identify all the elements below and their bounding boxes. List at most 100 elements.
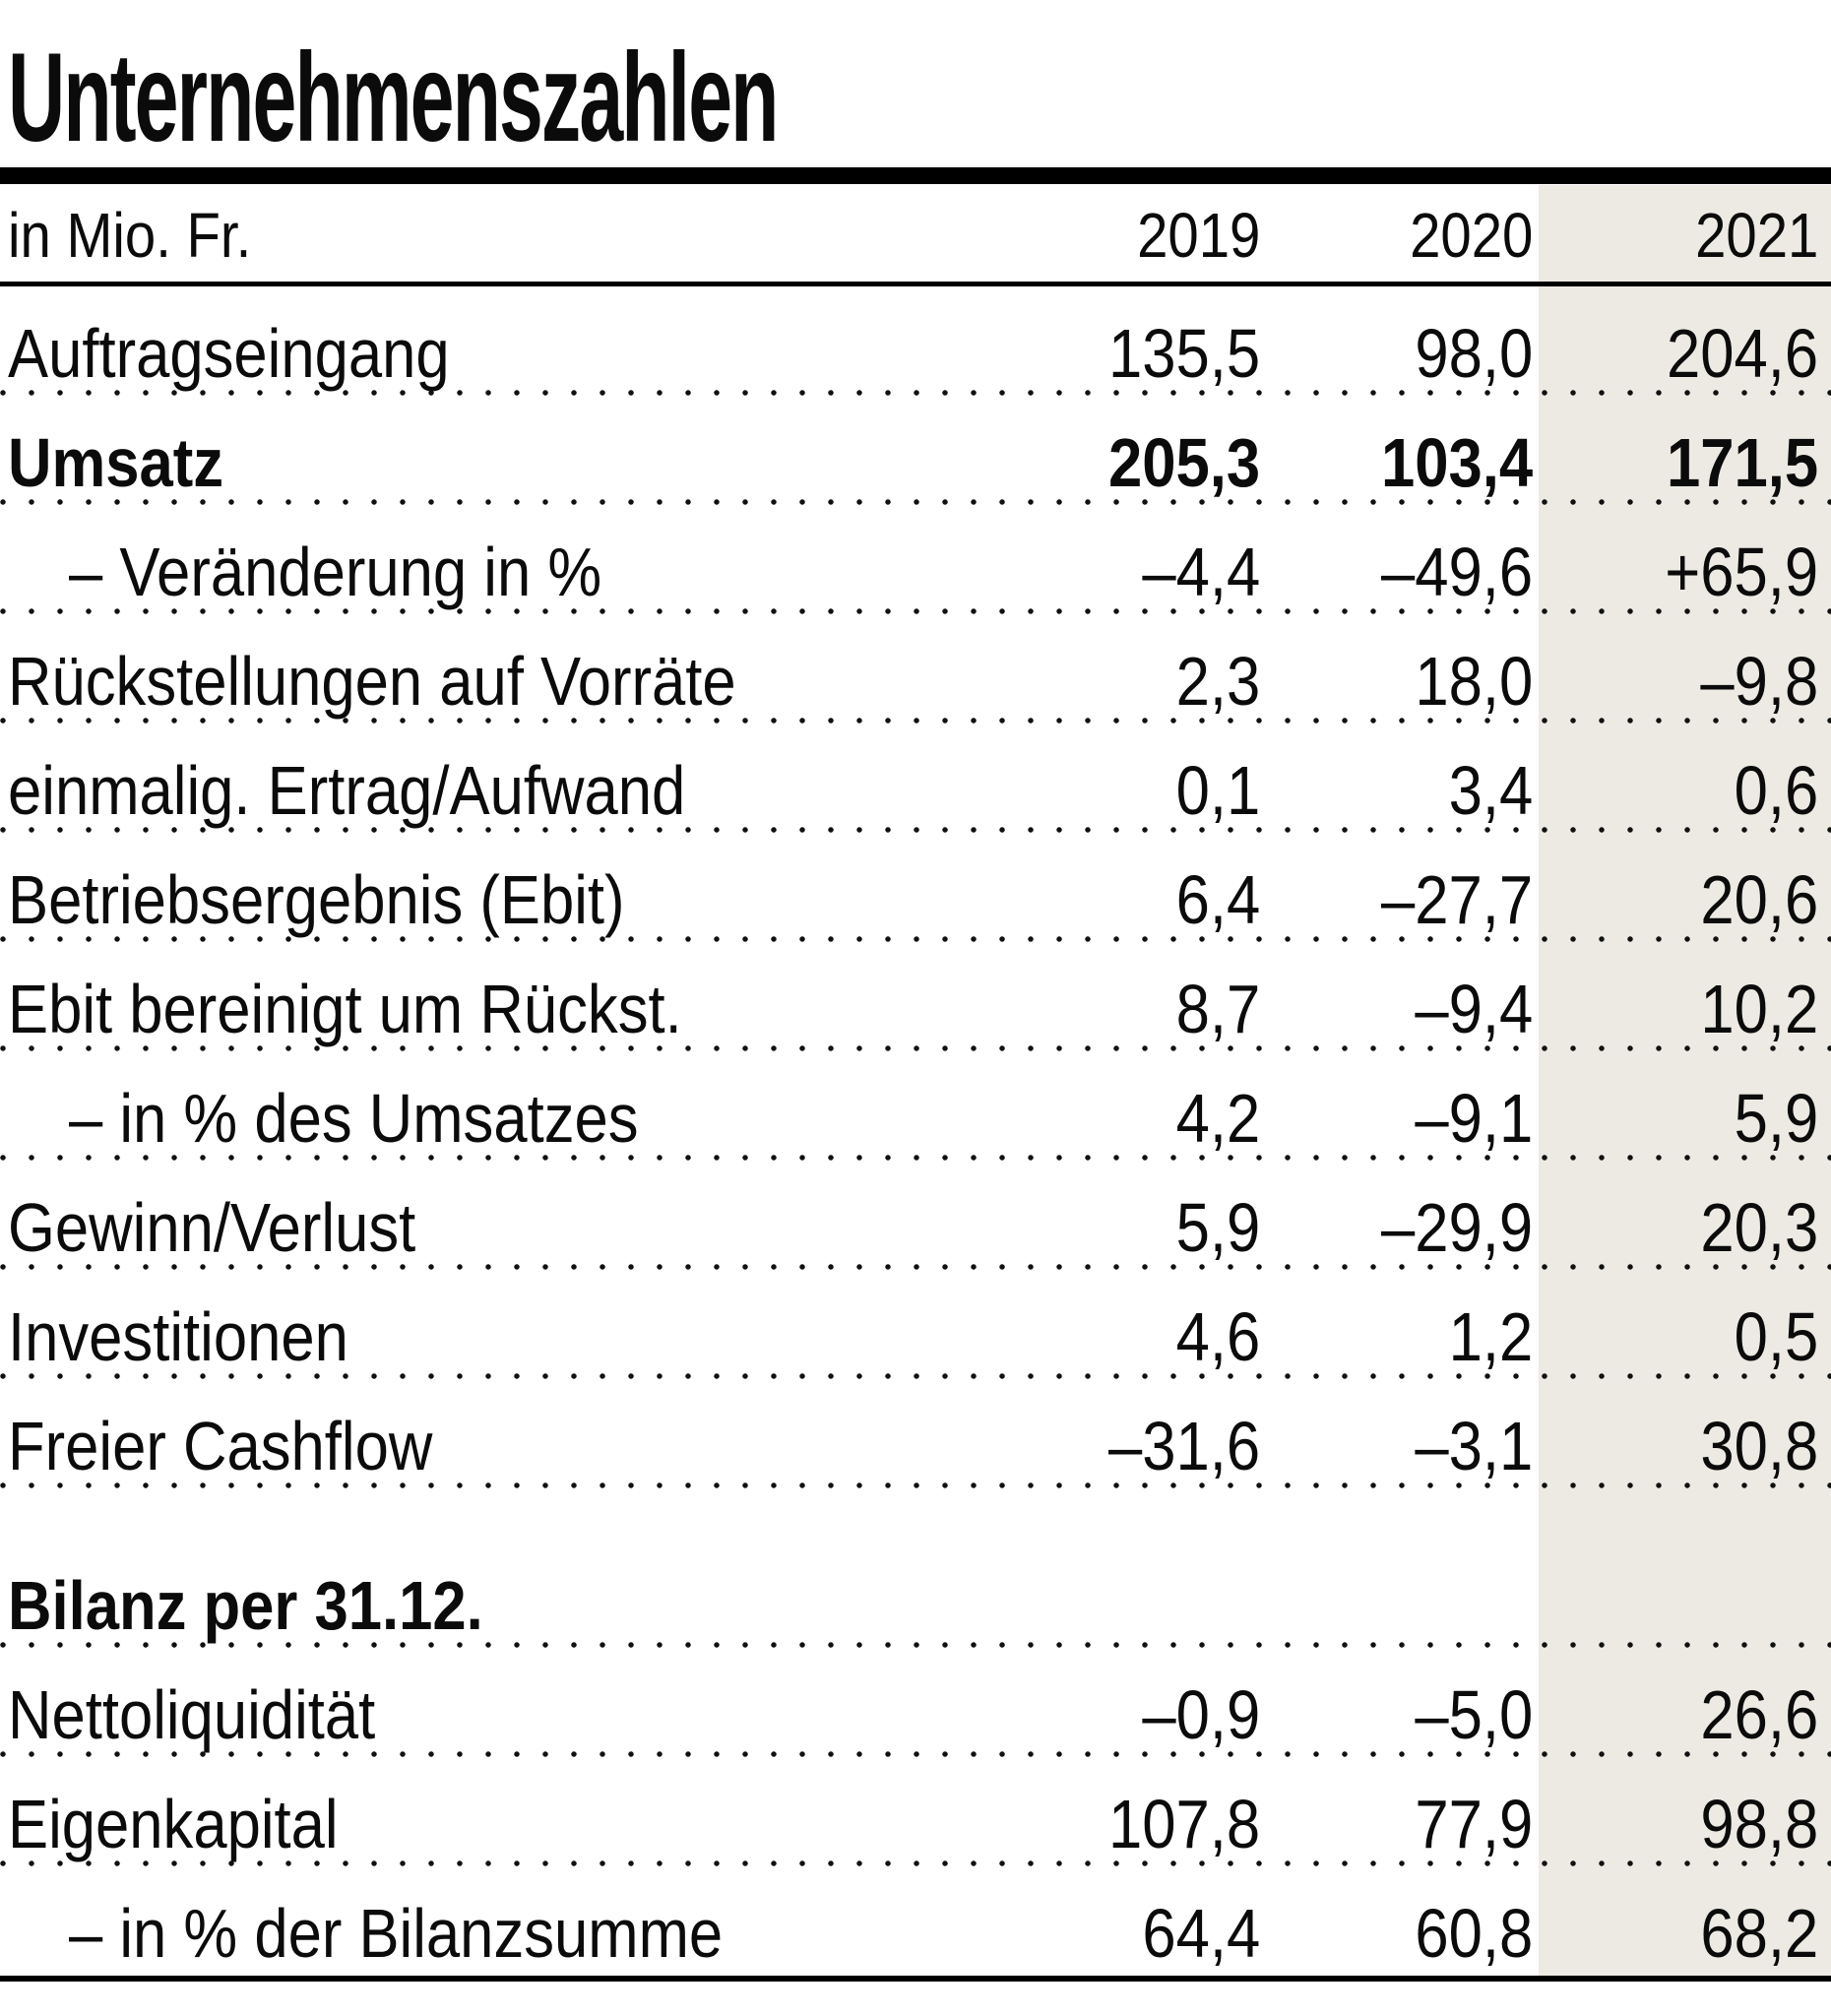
unit-label: in Mio. Fr. bbox=[8, 200, 252, 271]
row-label: – in % der Bilanzsumme bbox=[69, 1895, 724, 1972]
dotted-divider bbox=[0, 718, 1831, 724]
value-2020: 1,2 bbox=[1448, 1298, 1533, 1375]
value-2021: 20,3 bbox=[1700, 1189, 1818, 1266]
value-2021: 26,6 bbox=[1700, 1676, 1818, 1753]
dotted-divider bbox=[0, 936, 1831, 942]
table-header-row: in Mio. Fr. 2019 2020 2021 bbox=[0, 185, 1831, 282]
value-2021: 10,2 bbox=[1700, 971, 1818, 1047]
page-title-text: Unternehmenszahlen bbox=[8, 28, 779, 168]
value-2020: –29,9 bbox=[1380, 1189, 1533, 1266]
dotted-divider bbox=[0, 1482, 1831, 1488]
dotted-divider bbox=[0, 1155, 1831, 1161]
value-2021: 0,5 bbox=[1734, 1298, 1818, 1375]
value-2021: 204,6 bbox=[1666, 315, 1818, 392]
dotted-divider bbox=[0, 1264, 1831, 1270]
page-title: Unternehmenszahlen bbox=[8, 35, 1230, 161]
row-label: einmalig. Ertrag/Aufwand bbox=[8, 752, 686, 829]
table-row: – in % des Umsatzes 4,2 –9,1 5,9 bbox=[0, 1051, 1831, 1161]
value-2019: –0,9 bbox=[1142, 1676, 1260, 1753]
table-rows: Auftragseingang 135,5 98,0 204,6 Umsatz 205,3… bbox=[0, 286, 1831, 1976]
unit-label-cell: in Mio. Fr. bbox=[8, 199, 965, 272]
row-label: Betriebsergebnis (Ebit) bbox=[8, 861, 625, 938]
table-row: Freier Cashflow –31,6 –3,1 30,8 bbox=[0, 1379, 1831, 1488]
column-header-2020: 2020 bbox=[1409, 200, 1533, 271]
value-2020: –3,1 bbox=[1415, 1408, 1533, 1484]
value-2019: –4,4 bbox=[1142, 534, 1260, 610]
value-2019: 2,3 bbox=[1175, 643, 1260, 720]
row-label: – in % des Umsatzes bbox=[69, 1080, 639, 1157]
value-2021: 68,2 bbox=[1700, 1895, 1818, 1972]
table-row: Umsatz 205,3 103,4 171,5 bbox=[0, 396, 1831, 505]
value-2020: –49,6 bbox=[1380, 534, 1533, 610]
row-label: Freier Cashflow bbox=[8, 1408, 433, 1484]
value-2021: 98,8 bbox=[1700, 1786, 1818, 1862]
row-label: Investitionen bbox=[8, 1298, 348, 1375]
table-row: Eigenkapital 107,8 77,9 98,8 bbox=[0, 1757, 1831, 1866]
table-row: – in % der Bilanzsumme 64,4 60,8 68,2 bbox=[0, 1866, 1831, 1976]
value-2021: +65,9 bbox=[1665, 534, 1818, 610]
value-2020: 103,4 bbox=[1380, 424, 1533, 501]
value-2019: 107,8 bbox=[1107, 1786, 1260, 1862]
dotted-divider bbox=[0, 1045, 1831, 1051]
table-row: – Veränderung in % –4,4 –49,6 +65,9 bbox=[0, 505, 1831, 614]
value-2020: 3,4 bbox=[1448, 752, 1533, 829]
table-row: Gewinn/Verlust 5,9 –29,9 20,3 bbox=[0, 1161, 1831, 1270]
row-label: Rückstellungen auf Vorräte bbox=[8, 643, 736, 720]
value-2019: 5,9 bbox=[1175, 1189, 1260, 1266]
value-2019: 6,4 bbox=[1175, 861, 1260, 938]
value-2019: –31,6 bbox=[1107, 1408, 1260, 1484]
value-2021: 5,9 bbox=[1734, 1080, 1818, 1157]
value-2021: 171,5 bbox=[1666, 424, 1818, 501]
value-2019: 8,7 bbox=[1175, 971, 1260, 1047]
dotted-divider bbox=[0, 1860, 1831, 1866]
table-row: Auftragseingang 135,5 98,0 204,6 bbox=[0, 286, 1831, 396]
value-2019: 64,4 bbox=[1142, 1895, 1260, 1972]
table-row: Nettoliquidität –0,9 –5,0 26,6 bbox=[0, 1648, 1831, 1757]
highlight-column-band bbox=[1539, 185, 1831, 1982]
bottom-rule bbox=[0, 1976, 1831, 1982]
section-header-row: Bilanz per 31.12. bbox=[0, 1488, 1831, 1648]
row-label: Umsatz bbox=[8, 424, 224, 501]
row-label: Eigenkapital bbox=[8, 1786, 339, 1862]
value-2020: –27,7 bbox=[1380, 861, 1533, 938]
row-label: Nettoliquidität bbox=[8, 1676, 376, 1753]
dotted-divider bbox=[0, 390, 1831, 396]
value-2020: 18,0 bbox=[1415, 643, 1533, 720]
value-2021: 0,6 bbox=[1734, 752, 1818, 829]
value-2020: –5,0 bbox=[1415, 1676, 1533, 1753]
row-label: Gewinn/Verlust bbox=[8, 1189, 416, 1266]
value-2019: 0,1 bbox=[1175, 752, 1260, 829]
dotted-divider bbox=[0, 1642, 1831, 1648]
value-2020: 60,8 bbox=[1415, 1895, 1533, 1972]
header-divider-rule bbox=[0, 282, 1831, 286]
value-2021: 30,8 bbox=[1700, 1408, 1818, 1484]
column-header-2021: 2021 bbox=[1694, 200, 1818, 271]
dotted-divider bbox=[0, 499, 1831, 505]
table-row: Investitionen 4,6 1,2 0,5 bbox=[0, 1270, 1831, 1379]
row-label: Ebit bereinigt um Rückst. bbox=[8, 971, 682, 1047]
value-2019: 205,3 bbox=[1107, 424, 1260, 501]
value-2021: 20,6 bbox=[1700, 861, 1818, 938]
dotted-divider bbox=[0, 608, 1831, 614]
value-2019: 4,6 bbox=[1175, 1298, 1260, 1375]
value-2021: –9,8 bbox=[1700, 643, 1818, 720]
value-2019: 135,5 bbox=[1107, 315, 1260, 392]
row-label: – Veränderung in % bbox=[69, 534, 602, 610]
row-label: Bilanz per 31.12. bbox=[8, 1567, 483, 1644]
value-2020: –9,1 bbox=[1415, 1080, 1533, 1157]
row-label: Auftragseingang bbox=[8, 315, 450, 392]
table-row: Rückstellungen auf Vorräte 2,3 18,0 –9,8 bbox=[0, 614, 1831, 724]
column-header-2019: 2019 bbox=[1136, 200, 1260, 271]
value-2020: 98,0 bbox=[1415, 315, 1533, 392]
top-thick-rule bbox=[0, 167, 1831, 184]
dotted-divider bbox=[0, 1373, 1831, 1379]
value-2020: 77,9 bbox=[1415, 1786, 1533, 1862]
table-row: Betriebsergebnis (Ebit) 6,4 –27,7 20,6 bbox=[0, 833, 1831, 942]
dotted-divider bbox=[0, 1751, 1831, 1757]
value-2020: –9,4 bbox=[1415, 971, 1533, 1047]
dotted-divider bbox=[0, 827, 1831, 833]
value-2019: 4,2 bbox=[1175, 1080, 1260, 1157]
table-row: einmalig. Ertrag/Aufwand 0,1 3,4 0,6 bbox=[0, 724, 1831, 833]
table-row: Ebit bereinigt um Rückst. 8,7 –9,4 10,2 bbox=[0, 942, 1831, 1051]
